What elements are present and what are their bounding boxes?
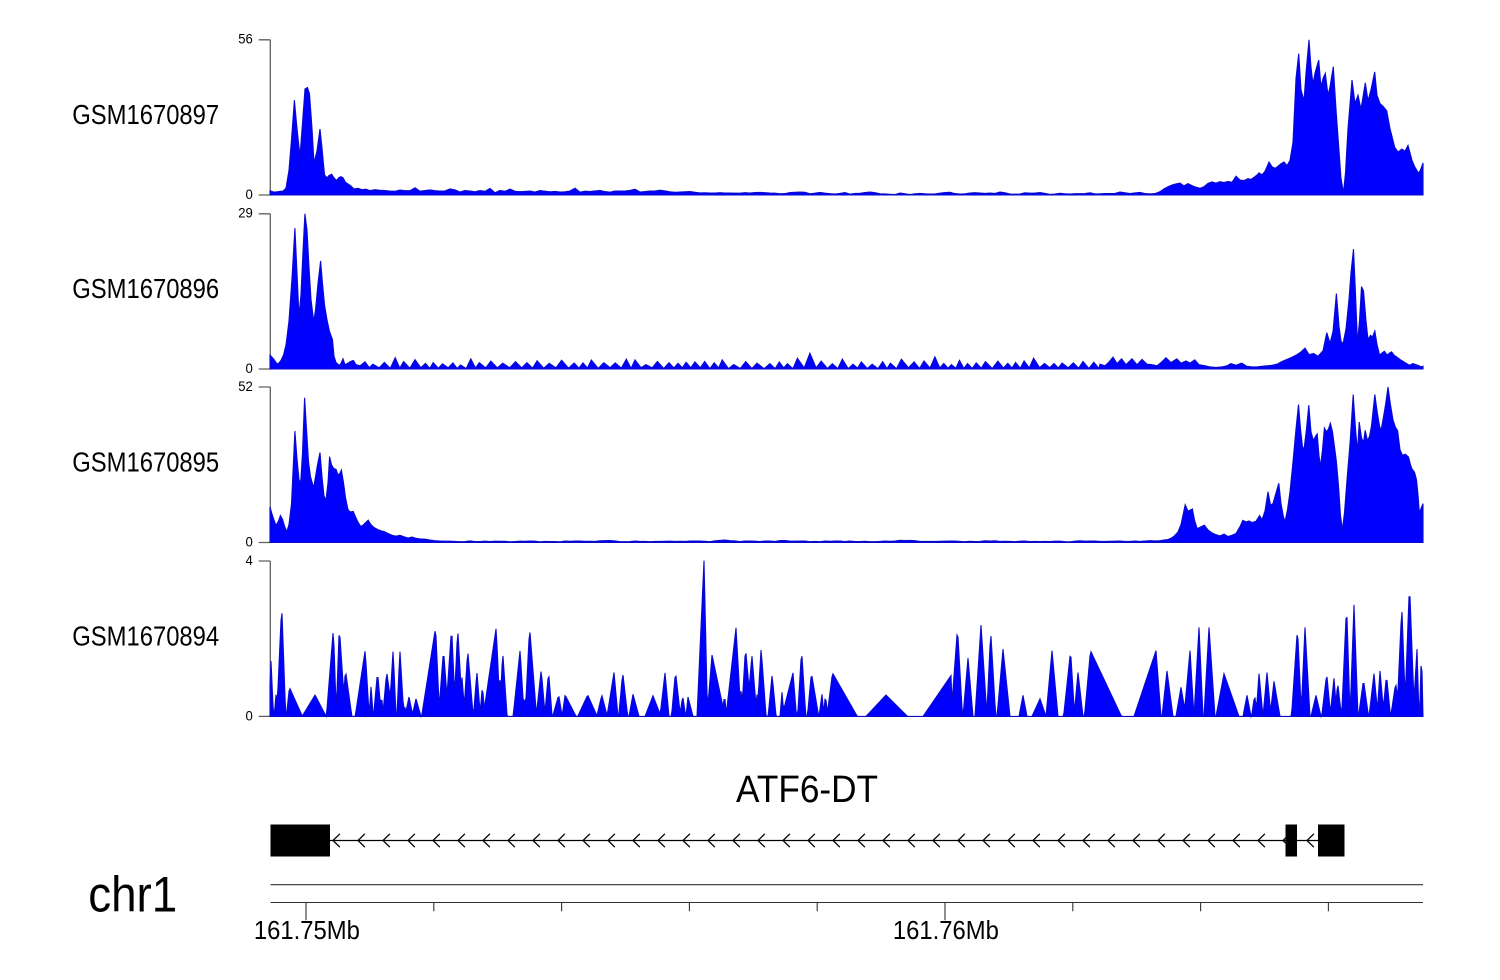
svg-text:GSM1670894: GSM1670894	[72, 620, 219, 651]
svg-text:0: 0	[246, 535, 253, 550]
svg-text:GSM1670895: GSM1670895	[72, 446, 219, 477]
svg-text:GSM1670896: GSM1670896	[72, 273, 219, 304]
svg-text:GSM1670897: GSM1670897	[72, 99, 219, 130]
svg-text:ATF6-DT: ATF6-DT	[736, 769, 878, 811]
svg-text:0: 0	[246, 709, 253, 724]
svg-text:4: 4	[246, 553, 254, 568]
svg-text:161.75Mb: 161.75Mb	[254, 915, 360, 945]
svg-text:chr1: chr1	[88, 867, 177, 923]
svg-text:52: 52	[238, 379, 253, 394]
svg-text:56: 56	[238, 32, 253, 47]
svg-text:0: 0	[246, 361, 253, 376]
svg-text:29: 29	[238, 206, 253, 221]
svg-text:161.76Mb: 161.76Mb	[893, 915, 999, 945]
svg-text:0: 0	[246, 187, 253, 202]
